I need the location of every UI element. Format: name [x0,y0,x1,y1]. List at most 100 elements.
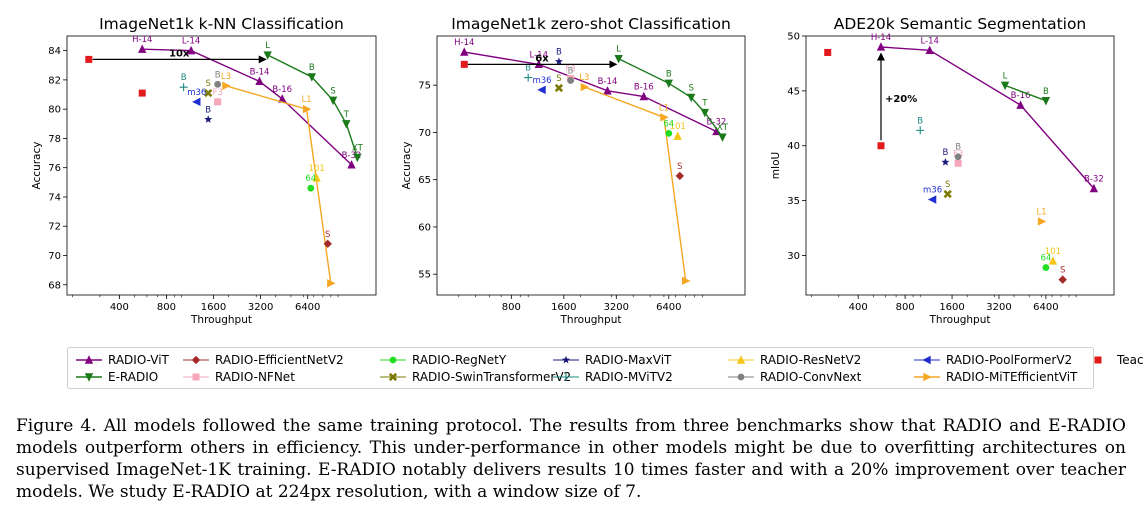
point-label: B [215,70,221,80]
data-point [302,104,312,114]
legend-marker [192,373,200,381]
legend-label: RADIO-RegNetY [412,353,507,367]
x-axis-label: Throughput [560,314,622,326]
point-label: S [945,180,950,190]
point-label: S [677,162,682,172]
data-point [700,108,710,118]
legend: RADIO-ViT E-RADIO RADIO-EfficientNetV2 RADI… [67,347,1143,389]
chart-title: ImageNet1k k-NN Classification [99,15,344,33]
point-label: S [325,230,330,240]
plot-frame [805,35,1115,296]
series-radio-poolformerv2: m36 [532,76,552,95]
data-point [580,82,590,92]
data-point [824,48,832,56]
legend-marker [737,373,745,381]
series-radio-regnety: 64 [663,119,674,137]
point-label: B-32 [342,151,362,161]
x-axis-label: Throughput [190,314,252,326]
x-tick-label: 3200 [604,302,629,313]
series-line [142,48,352,166]
legend-swatch [183,355,209,365]
data-point [1037,217,1047,226]
legend-marker [1094,356,1102,364]
annotation-label: +20% [885,94,917,105]
point-label: L [616,45,621,55]
point-label: L [265,41,270,51]
point-label: B [568,66,574,76]
x-tick-label: 3200 [248,302,273,313]
series-radio-mvitv2: B [179,73,188,92]
data-point [1048,256,1058,265]
data-point [186,45,196,55]
series-e-radio: L B S T XT [263,41,364,163]
annotation-label: 6x [535,53,549,64]
x-tick-label: 1600 [939,302,964,313]
legend-swatch [728,355,754,364]
x-tick-label: 1600 [201,302,226,313]
point-label: B [525,64,531,74]
y-tick-label: 55 [418,270,431,281]
x-tick-label: 800 [502,302,521,313]
point-label: F3 [212,88,222,98]
data-point [941,158,950,166]
data-point [460,60,468,68]
series-radio-mvitv2: B [524,64,533,82]
series-radio-mitefficientvit: L3 L1 [221,72,336,288]
data-point [916,126,925,135]
data-point [660,113,669,122]
data-point [639,91,648,101]
point-label: B [955,143,961,153]
point-label: 64 [663,119,674,129]
series-radio-resnetv2: 101 [1045,247,1061,265]
series-radio-maxvit: B [941,148,950,166]
data-point [263,51,272,60]
data-point [179,83,188,92]
data-point [255,76,264,86]
point-label: 101 [670,122,686,132]
data-point [954,159,962,167]
legend-swatch [76,355,102,364]
x-axis-label: Throughput [929,314,991,326]
legend-label: RADIO-SwinTransformerV2 [412,370,572,384]
series-radio-maxvit: B [554,48,563,65]
point-label: S [688,83,693,93]
series-radio-swintransformerv2: S [204,79,213,98]
x-tick-label: 800 [896,302,915,313]
legend-swatch [380,356,406,364]
y-tick-label: 76 [48,163,61,174]
legend-label: Teacher [1117,353,1143,367]
point-label: L1 [1036,207,1046,217]
data-point [1089,183,1099,193]
series-radio-mvitv2: B [916,116,925,135]
x-tick-label: 6400 [1033,302,1058,313]
chart-title: ImageNet1k zero-shot Classification [451,15,731,33]
series-radio-vit: H-14 L-14 B-16 B-32 [871,33,1104,193]
point-label: XT [352,143,364,153]
series-radio-nfnet: F3 [212,88,223,106]
data-point [943,189,952,199]
series-radio-poolformerv2: m36 [187,88,206,107]
y-tick-label: 78 [48,134,61,145]
point-label: L3 [579,73,589,83]
data-point [673,131,682,140]
data-point [204,88,213,98]
point-label: 101 [1045,247,1061,257]
series-radio-efficientnetv2: S [675,162,685,181]
point-label: B [666,69,672,79]
data-point [718,133,727,142]
point-label: m36 [923,186,942,196]
legend-swatch [728,373,754,381]
legend-swatch [553,373,579,381]
plot-frame [66,35,377,296]
series-radio-maxvit: B [204,105,213,123]
annotation-label: 10x [169,48,190,59]
data-point [138,44,147,53]
y-tick-label: 82 [48,75,61,86]
series-teacher [460,60,468,68]
series-radio-mitefficientvit: L1 [1036,207,1047,226]
series-radio-mitefficientvit: L3 L1 [579,73,691,286]
data-point [682,276,691,286]
x-tick-label: 3200 [986,302,1011,313]
data-point [603,86,612,95]
y-tick-label: 84 [48,46,61,57]
